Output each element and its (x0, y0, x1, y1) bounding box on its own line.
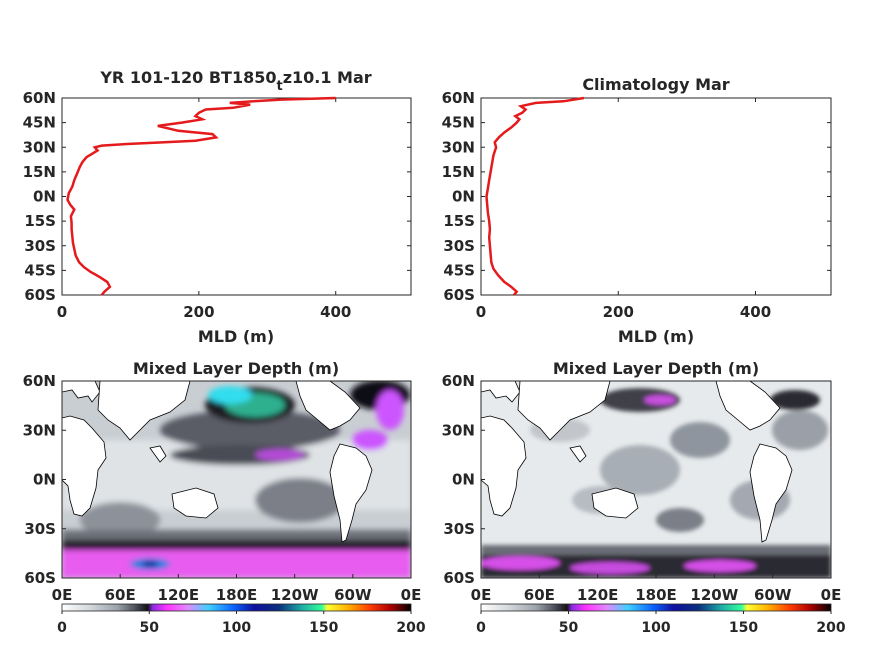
map-field (62, 381, 411, 578)
colorbar-tick-label: 0 (57, 620, 67, 636)
colorbar-tick-label: 100 (641, 620, 670, 636)
y-tick-label: 60S (24, 286, 56, 304)
y-tick-label: 60S (443, 286, 475, 304)
x-axis-ticks: 0 200 400 (476, 98, 771, 321)
y-axis-ticks: 60N 30N 0N 30S 60S (442, 372, 485, 587)
y-tick-label: 60N (23, 372, 56, 390)
plot-frame (61, 97, 412, 296)
x-axis-ticks: 0 200 400 (57, 98, 351, 321)
x-tick-label: 200 (603, 303, 634, 321)
x-tick-label: 0E (52, 586, 73, 604)
plot-frame (480, 97, 832, 296)
y-tick-label: 45N (442, 114, 475, 132)
y-tick-label: 0N (33, 188, 56, 206)
plot-title: YR 101-120 BT1850tz10.1 Mar (99, 68, 371, 94)
y-tick-label: 30S (24, 520, 56, 538)
y-tick-label: 30S (443, 520, 475, 538)
x-tick-label: 0E (471, 586, 492, 604)
x-tick-label: 180E (216, 586, 258, 604)
mld-line-model (66, 96, 336, 296)
x-tick-label: 400 (320, 303, 351, 321)
x-tick-label: 400 (740, 303, 771, 321)
x-tick-label: 60E (105, 586, 136, 604)
y-tick-label: 45S (24, 261, 56, 279)
y-tick-label: 15N (23, 163, 56, 181)
y-tick-label: 30N (23, 138, 56, 156)
y-tick-label: 15N (442, 163, 475, 181)
x-axis-ticks: 0E 60E 120E 180E 120W 60W 0E (52, 574, 422, 604)
y-tick-label: 45S (443, 261, 475, 279)
map-title: Mixed Layer Depth (m) (133, 359, 339, 378)
y-axis-ticks: 60N 30N 0N 30S 60S (23, 372, 66, 587)
y-tick-label: 60S (443, 569, 475, 587)
x-tick-label: 0 (57, 303, 67, 321)
y-tick-label: 15S (24, 212, 56, 230)
y-tick-label: 30S (443, 237, 475, 255)
x-tick-label: 180E (635, 586, 677, 604)
mld-line-climatology (485, 96, 585, 296)
colorbar-tick-label: 150 (309, 620, 338, 636)
y-axis-ticks: 60N 45N 30N 15N 0N 15S 30S 45S 60S (23, 89, 411, 304)
y-tick-label: 60N (23, 89, 56, 107)
x-tick-label: 60W (754, 586, 792, 604)
y-tick-label: 60N (442, 372, 475, 390)
profile-plot-climatology: Climatology Mar 60N45N30N15N0N15S30S45S6… (442, 75, 832, 346)
colorbar-tick-label: 200 (816, 620, 845, 636)
x-tick-label: 60E (524, 586, 555, 604)
colorbar-ticks: 0 50 100 150 200 (57, 611, 426, 636)
colorbar (61, 603, 412, 612)
colorbar (480, 603, 832, 612)
x-tick-label: 120W (690, 586, 738, 604)
y-tick-label: 30N (442, 138, 475, 156)
y-tick-label: 30N (442, 421, 475, 439)
x-axis-ticks: 0E 60E 120E 180E 120W 60W 0E (471, 574, 842, 604)
mld-map-climatology: Mixed Layer Depth (m) (442, 359, 846, 636)
y-tick-label: 60N (442, 89, 475, 107)
y-axis-ticks: 60N 45N 30N 15N 0N 15S 30S 45S 60S (442, 89, 831, 304)
x-tick-label: 200 (183, 303, 214, 321)
y-tick-label: 0N (452, 188, 475, 206)
y-tick-label: 30N (23, 421, 56, 439)
colorbar-tick-label: 50 (559, 620, 579, 636)
x-tick-label: 120W (271, 586, 319, 604)
y-tick-label: 30S (24, 237, 56, 255)
profile-plot-model: YR 101-120 BT1850tz10.1 Mar 60N 45N 30N 15N… (23, 68, 412, 346)
map-title: Mixed Layer Depth (m) (553, 359, 759, 378)
x-tick-label: 0 (476, 303, 486, 321)
y-tick-label: 15S (443, 212, 475, 230)
y-tick-label: 0N (452, 471, 475, 489)
y-tick-label: 45N (23, 114, 56, 132)
x-tick-label: 120E (577, 586, 619, 604)
colorbar-tick-label: 100 (222, 620, 251, 636)
mld-map-model: Mixed Layer Depth (m) (23, 359, 426, 636)
plot-title: Climatology Mar (582, 75, 729, 94)
map-field (481, 381, 831, 578)
x-axis-label: MLD (m) (198, 327, 274, 346)
colorbar-ticks: 0 50 100 150 200 (476, 611, 846, 636)
colorbar-tick-label: 200 (396, 620, 425, 636)
colorbar-tick-label: 150 (729, 620, 758, 636)
colorbar-tick-label: 50 (140, 620, 160, 636)
y-tick-label: 60S (24, 569, 56, 587)
colorbar-tick-label: 0 (476, 620, 486, 636)
y-tick-label: 0N (33, 471, 56, 489)
x-tick-label: 60W (334, 586, 372, 604)
x-axis-label: MLD (m) (618, 327, 694, 346)
x-tick-label: 0E (821, 586, 842, 604)
x-tick-label: 120E (158, 586, 200, 604)
x-tick-label: 0E (401, 586, 422, 604)
